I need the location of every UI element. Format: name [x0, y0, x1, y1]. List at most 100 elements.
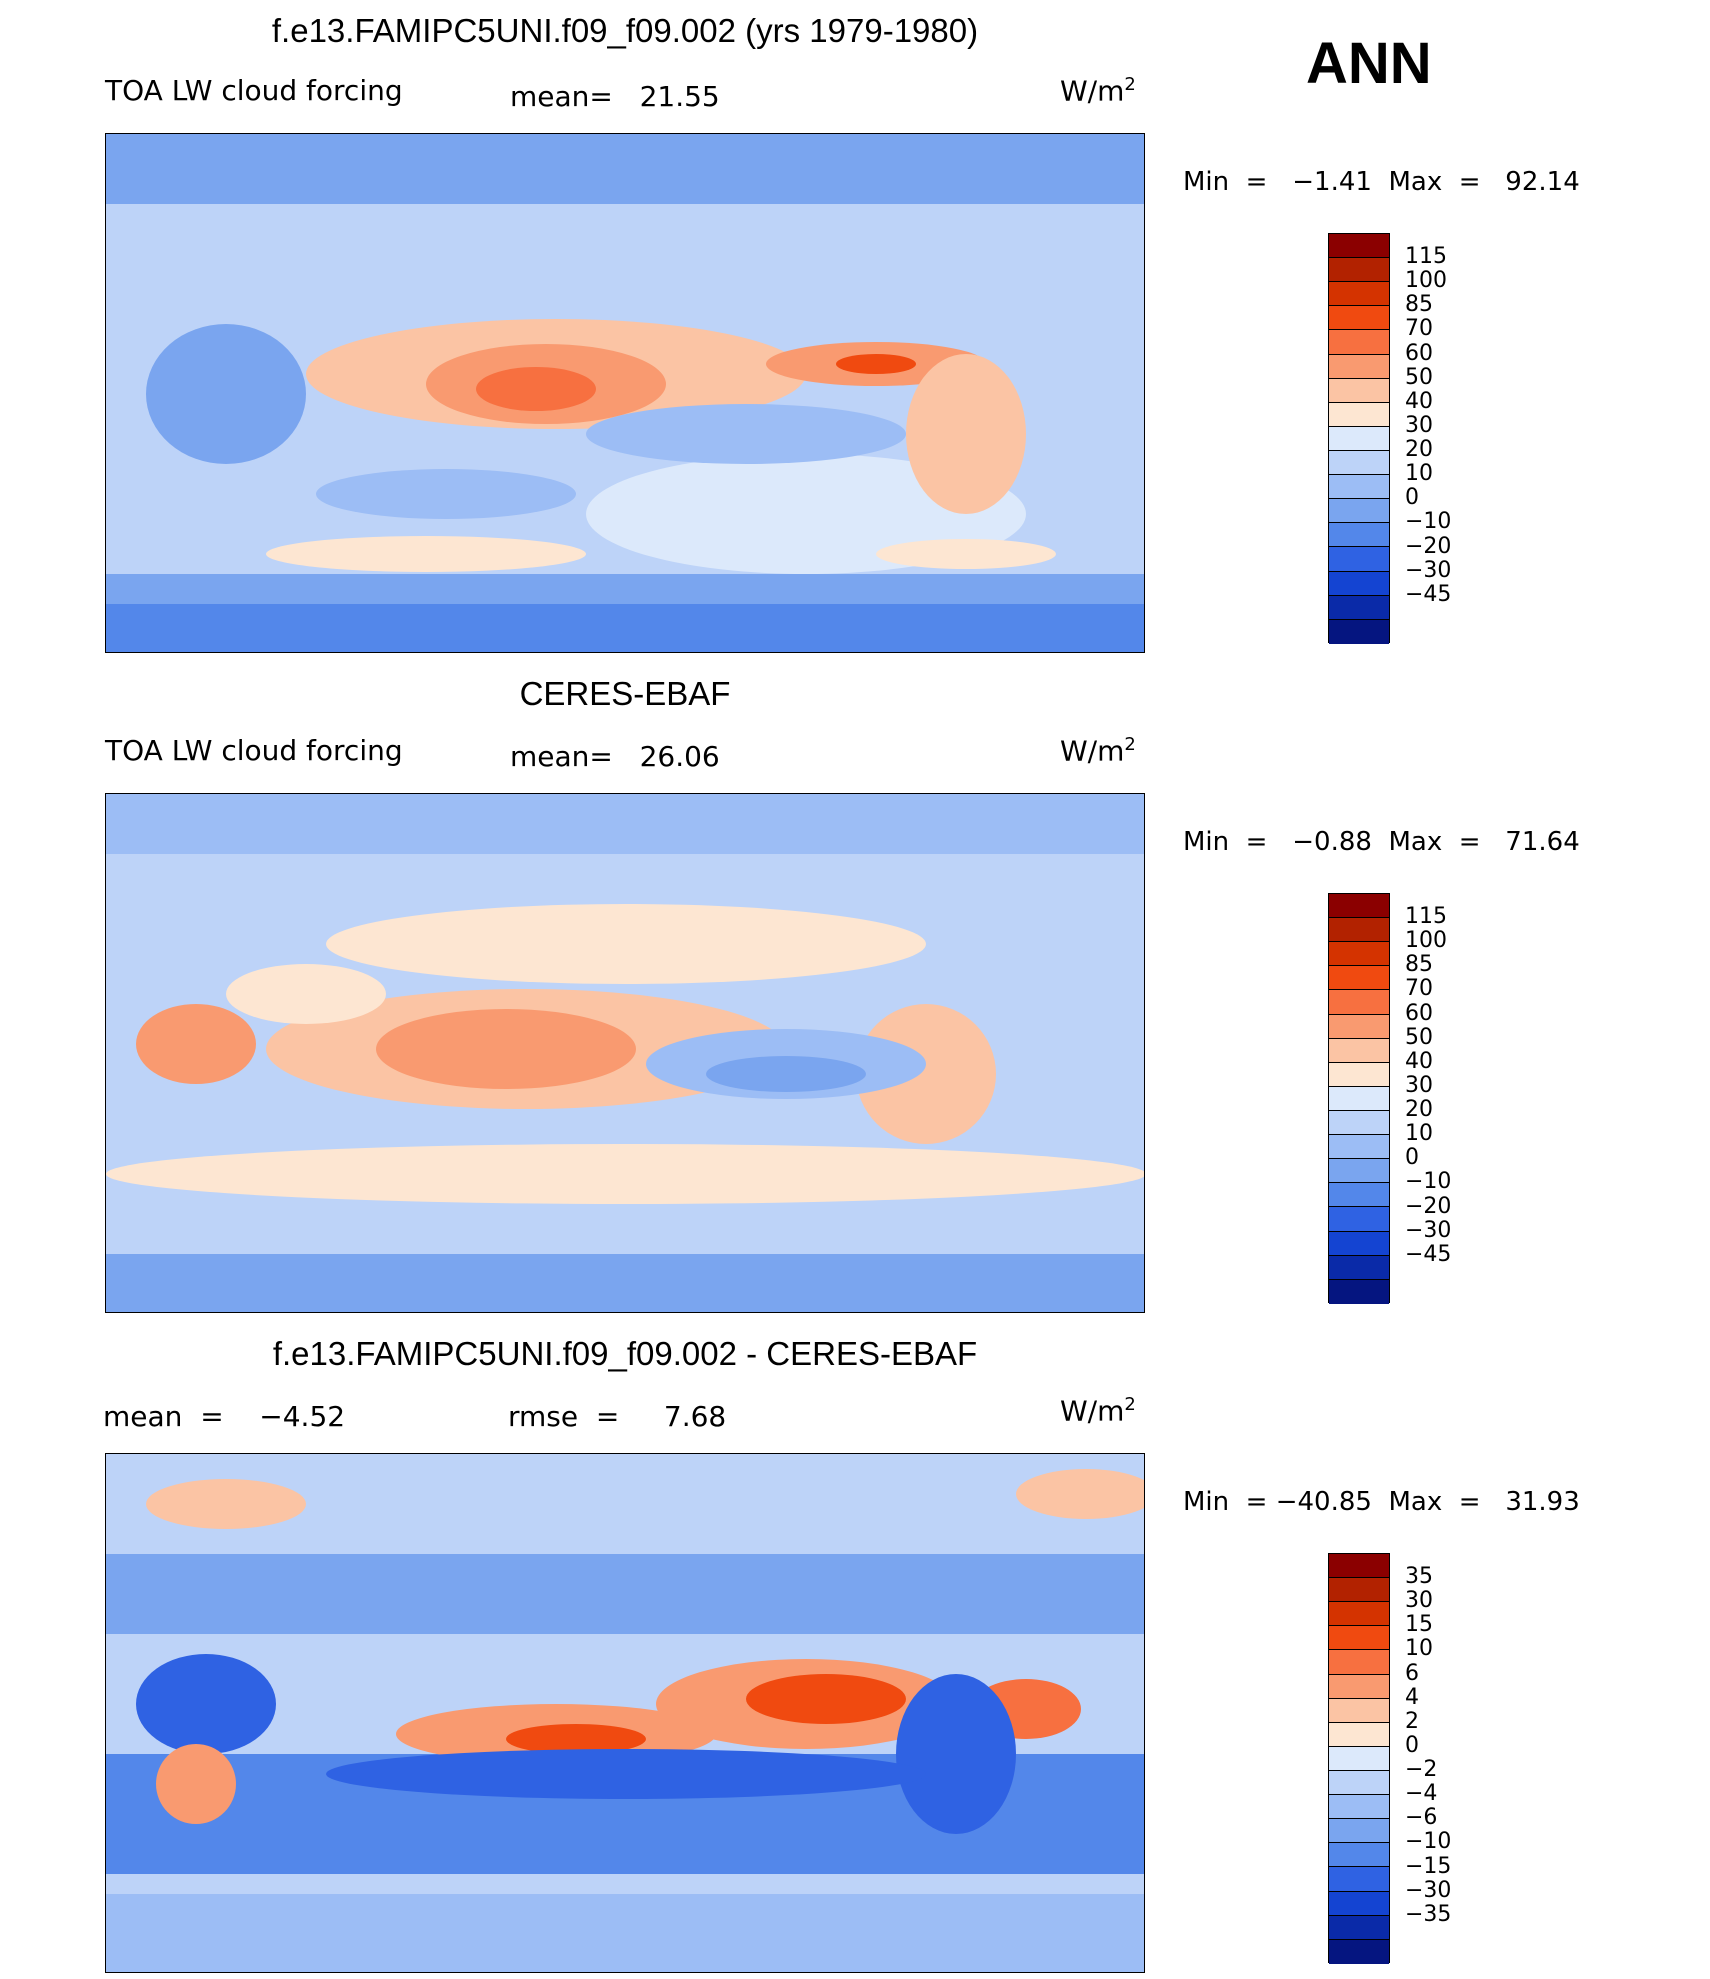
panel-2-colorbar [1328, 893, 1390, 1304]
colorbar-swatch [1329, 1255, 1389, 1280]
colorbar-swatch [1329, 1231, 1389, 1256]
colorbar-level-label: −30 [1405, 1877, 1452, 1903]
colorbar-level-label: −2 [1405, 1757, 1438, 1783]
colorbar-level-label: 35 [1405, 1564, 1433, 1590]
colorbar-swatch [1329, 234, 1389, 259]
colorbar-swatch [1329, 1770, 1389, 1796]
colorbar-swatch [1329, 1135, 1389, 1160]
colorbar-level-label: 60 [1405, 340, 1433, 366]
panel-3-colorbar [1328, 1553, 1390, 1964]
colorbar-level-label: 70 [1405, 316, 1433, 342]
colorbar-swatch [1329, 595, 1389, 620]
panel-2-units: W/m2 [1060, 734, 1136, 768]
colorbar-level-label: −10 [1405, 509, 1452, 535]
colorbar-level-label: 85 [1405, 292, 1433, 318]
colorbar-level-label: −10 [1405, 1829, 1452, 1855]
panel-1-map [105, 133, 1145, 653]
panel-3-title: f.e13.FAMIPC5UNI.f09_f09.002 - CERES-EBA… [272, 1335, 978, 1372]
colorbar-level-label: −30 [1405, 557, 1452, 583]
panel-1-mean-label: mean= 21.55 [510, 80, 720, 113]
colorbar-level-label: 0 [1405, 485, 1419, 511]
colorbar-level-label: −20 [1405, 533, 1452, 559]
colorbar-swatch [1329, 1554, 1389, 1579]
colorbar-swatch [1329, 499, 1389, 524]
colorbar-level-label: 30 [1405, 1588, 1433, 1614]
colorbar-swatch [1329, 450, 1389, 476]
colorbar-swatch [1329, 571, 1389, 596]
colorbar-level-label: 2 [1405, 1708, 1419, 1734]
panel-2-minmax: Min = −0.88 Max = 71.64 [1183, 827, 1580, 857]
colorbar-swatch [1329, 1578, 1389, 1603]
colorbar-swatch [1329, 1939, 1389, 1964]
colorbar-level-label: 50 [1405, 1024, 1433, 1050]
colorbar-level-label: 100 [1405, 268, 1447, 294]
panel-1-units: W/m2 [1060, 74, 1136, 108]
colorbar-swatch [1329, 1795, 1389, 1820]
colorbar-swatch [1329, 1626, 1389, 1651]
colorbar-level-label: 0 [1405, 1732, 1419, 1758]
colorbar-swatch [1329, 1722, 1389, 1747]
colorbar-swatch [1329, 475, 1389, 500]
colorbar-swatch [1329, 918, 1389, 943]
colorbar-level-label: 115 [1405, 244, 1447, 270]
panel-3-units: W/m2 [1060, 1394, 1136, 1428]
colorbar-swatch [1329, 1062, 1389, 1087]
colorbar-swatch [1329, 1698, 1389, 1723]
colorbar-swatch [1329, 966, 1389, 991]
panel-1-variable-label: TOA LW cloud forcing [105, 74, 403, 107]
colorbar-level-label: 60 [1405, 1000, 1433, 1026]
colorbar-level-label: 70 [1405, 976, 1433, 1002]
panel-3-rmse-label: rmse = 7.68 [508, 1400, 727, 1433]
colorbar-swatch [1329, 306, 1389, 331]
colorbar-swatch [1329, 894, 1389, 919]
panel-1-title: f.e13.FAMIPC5UNI.f09_f09.002 (yrs 1979-1… [271, 12, 979, 49]
colorbar-swatch [1329, 1159, 1389, 1184]
colorbar-level-label: −4 [1405, 1781, 1438, 1807]
colorbar-swatch [1329, 1867, 1389, 1892]
panel-2-map [105, 793, 1145, 1313]
panel-3-field [106, 1454, 1144, 1972]
panel-3-minmax: Min = −40.85 Max = 31.93 [1183, 1487, 1580, 1517]
colorbar-swatch [1329, 1891, 1389, 1916]
colorbar-swatch [1329, 990, 1389, 1015]
panel-1-minmax: Min = −1.41 Max = 92.14 [1183, 167, 1580, 197]
colorbar-level-label: 30 [1405, 412, 1433, 438]
colorbar-level-label: 30 [1405, 1072, 1433, 1098]
colorbar-swatch [1329, 1110, 1389, 1136]
colorbar-swatch [1329, 1207, 1389, 1232]
colorbar-swatch [1329, 1014, 1389, 1039]
colorbar-level-label: −30 [1405, 1217, 1452, 1243]
colorbar-swatch [1329, 1674, 1389, 1699]
colorbar-swatch [1329, 402, 1389, 427]
colorbar-level-label: −45 [1405, 1241, 1452, 1267]
colorbar-level-label: 10 [1405, 1121, 1433, 1147]
panel-3-mean-label: mean = −4.52 [103, 1400, 346, 1433]
colorbar-level-label: 40 [1405, 388, 1433, 414]
colorbar-level-label: 50 [1405, 364, 1433, 390]
colorbar-swatch [1329, 426, 1389, 451]
colorbar-level-label: 115 [1405, 904, 1447, 930]
colorbar-swatch [1329, 523, 1389, 548]
colorbar-swatch [1329, 1915, 1389, 1940]
colorbar-level-label: 85 [1405, 952, 1433, 978]
colorbar-swatch [1329, 1746, 1389, 1771]
colorbar-level-label: −10 [1405, 1169, 1452, 1195]
panel-1-colorbar [1328, 233, 1390, 644]
panel-2-variable-label: TOA LW cloud forcing [105, 734, 403, 767]
panel-2-mean-label: mean= 26.06 [510, 740, 720, 773]
colorbar-level-label: 6 [1405, 1660, 1419, 1686]
colorbar-level-label: −20 [1405, 1193, 1452, 1219]
panel-3-map [105, 1453, 1145, 1973]
colorbar-swatch [1329, 1843, 1389, 1868]
colorbar-swatch [1329, 1183, 1389, 1208]
colorbar-swatch [1329, 1650, 1389, 1675]
colorbar-level-label: −6 [1405, 1805, 1438, 1831]
colorbar-level-label: 100 [1405, 928, 1447, 954]
colorbar-level-label: 10 [1405, 1636, 1433, 1662]
colorbar-level-label: 20 [1405, 437, 1433, 463]
panel-2-title: CERES-EBAF [519, 675, 731, 712]
colorbar-level-label: 15 [1405, 1612, 1433, 1638]
colorbar-level-label: 4 [1405, 1684, 1419, 1710]
colorbar-swatch [1329, 354, 1389, 379]
colorbar-swatch [1329, 1038, 1389, 1063]
